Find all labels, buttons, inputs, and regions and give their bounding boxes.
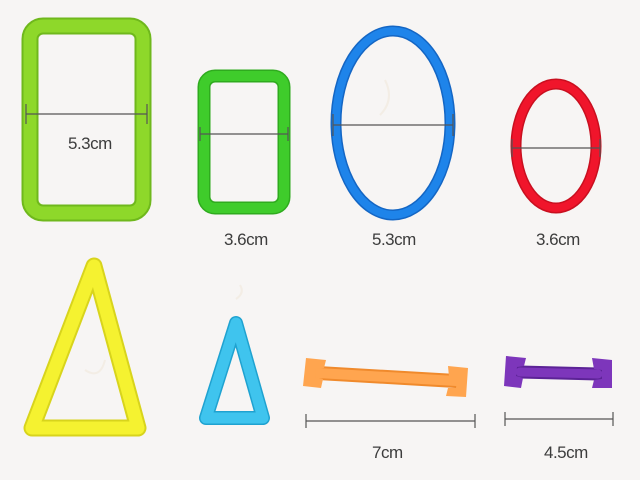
cyan-triangle-ring xyxy=(199,316,270,425)
lime-rectangle-ring xyxy=(21,17,152,222)
purple-stick-measurement: 4.5cm xyxy=(544,443,588,462)
yellow-triangle-ring xyxy=(23,257,147,437)
red-ring-measurement: 3.6cm xyxy=(536,230,580,249)
purple-connector-stick xyxy=(504,356,612,388)
green-ring-measurement: 3.6cm xyxy=(224,230,268,249)
lime-ring-measurement: 5.3cm xyxy=(68,134,112,153)
orange-stick-measurement: 7cm xyxy=(372,443,403,462)
measurement-lines xyxy=(25,104,614,428)
orange-connector-stick xyxy=(303,358,468,397)
background-scuffs xyxy=(84,79,390,375)
blue-oval-ring xyxy=(330,25,456,221)
green-rectangle-ring xyxy=(197,69,291,215)
blue-ring-measurement: 5.3cm xyxy=(372,230,416,249)
red-circle-ring xyxy=(510,78,602,214)
